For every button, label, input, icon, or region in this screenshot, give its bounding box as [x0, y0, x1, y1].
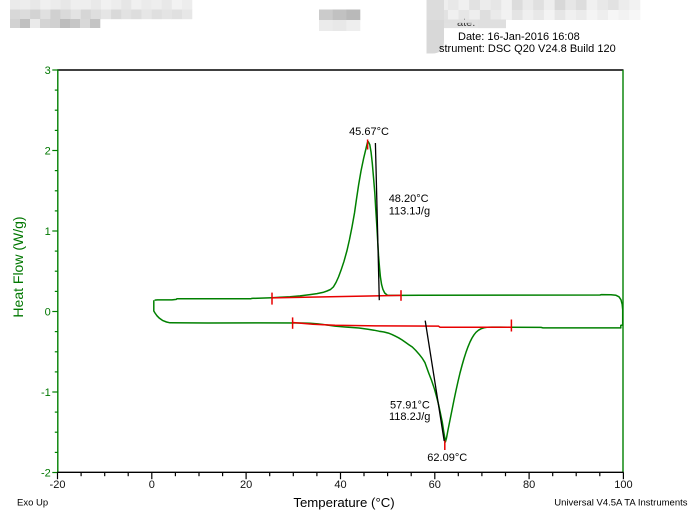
svg-text:Date: 16-Jan-2016 16:08: Date: 16-Jan-2016 16:08	[458, 31, 580, 43]
svg-text:113.1J/g: 113.1J/g	[389, 206, 430, 218]
svg-text:2: 2	[45, 146, 51, 158]
svg-text:-2: -2	[41, 468, 51, 480]
svg-text:Universal V4.5A TA Instruments: Universal V4.5A TA Instruments	[554, 498, 687, 509]
svg-text:62.09°C: 62.09°C	[427, 452, 467, 464]
svg-text:0: 0	[149, 479, 155, 491]
svg-text:57.91°C: 57.91°C	[390, 399, 430, 411]
svg-text:Temperature (°C): Temperature (°C)	[293, 495, 394, 510]
svg-text:-1: -1	[41, 387, 51, 399]
svg-text:strument: DSC Q20 V24.8 Build: strument: DSC Q20 V24.8 Build 120	[439, 43, 616, 55]
svg-text:118.2J/g: 118.2J/g	[389, 411, 430, 423]
svg-text:20: 20	[240, 479, 252, 491]
svg-text:3: 3	[45, 65, 51, 77]
svg-text:-20: -20	[50, 479, 66, 491]
svg-text:60: 60	[429, 479, 441, 491]
svg-text:ate:: ate:	[457, 17, 475, 29]
svg-text:0: 0	[45, 307, 51, 319]
svg-text:80: 80	[523, 479, 535, 491]
svg-text:1: 1	[45, 226, 51, 238]
svg-text:45.67°C: 45.67°C	[349, 126, 389, 138]
svg-text:48.20°C: 48.20°C	[389, 193, 429, 205]
svg-text:Exo Up: Exo Up	[17, 498, 48, 509]
svg-text:40: 40	[334, 479, 346, 491]
svg-text:100: 100	[614, 479, 632, 491]
svg-text:Heat Flow (W/g): Heat Flow (W/g)	[10, 216, 26, 317]
